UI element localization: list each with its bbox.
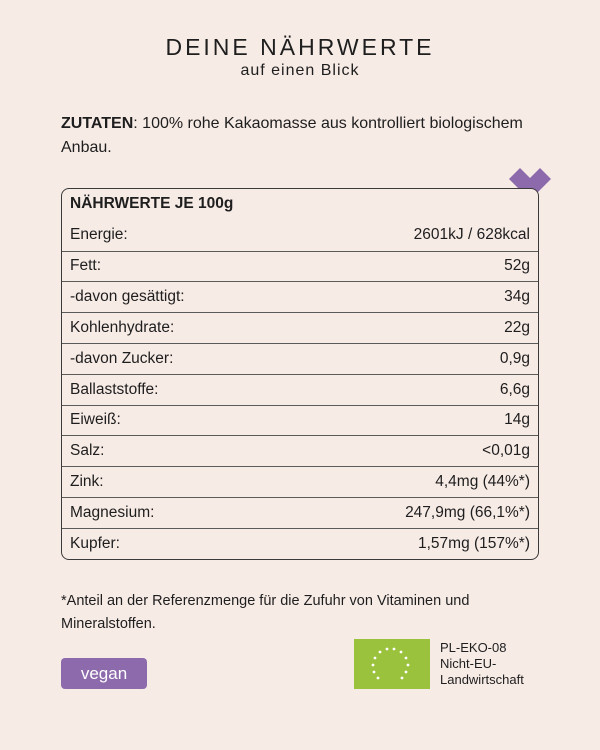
table-row: Eiweiß: 14g bbox=[62, 404, 538, 436]
eu-organic-leaf-icon bbox=[354, 639, 430, 689]
vegan-badge: vegan bbox=[61, 658, 147, 689]
nutrient-value: 4,4mg (44%*) bbox=[435, 473, 530, 491]
nutrient-name: Zink: bbox=[70, 473, 104, 491]
table-row: -davon Zucker: 0,9g bbox=[62, 342, 538, 374]
table-row: Kohlenhydrate: 22g bbox=[62, 312, 538, 343]
organic-code: PL-EKO-08 bbox=[440, 640, 507, 655]
page-title: DEINE NÄHRWERTE bbox=[165, 34, 435, 60]
nutrient-name: Ballaststoffe: bbox=[70, 380, 159, 398]
nutrient-value: 34g bbox=[504, 288, 530, 306]
table-row: Magnesium: 247,9mg (66,1%*) bbox=[62, 496, 538, 528]
nutrient-value: 0,9g bbox=[499, 349, 530, 367]
nutrient-name: -davon gesättigt: bbox=[70, 288, 185, 306]
nutrient-name: Kupfer: bbox=[70, 534, 120, 552]
ingredients-text: ZUTATEN: 100% rohe Kakaomasse aus kontro… bbox=[61, 112, 531, 160]
nutrition-table-header: NÄHRWERTE JE 100g bbox=[62, 189, 538, 220]
heart-icon bbox=[506, 162, 554, 207]
nutrient-name: Salz: bbox=[70, 442, 105, 460]
nutrient-value: 52g bbox=[504, 257, 530, 275]
ingredients-label: ZUTATEN bbox=[61, 115, 134, 132]
table-row: -davon gesättigt: 34g bbox=[62, 281, 538, 312]
nutrient-value: <0,01g bbox=[482, 442, 530, 460]
nutrient-name: -davon Zucker: bbox=[70, 349, 174, 367]
nutrient-name: Kohlenhydrate: bbox=[70, 319, 175, 337]
nutrient-value: 6,6g bbox=[499, 380, 530, 398]
nutrition-heading: NÄHRWERTE JE 100g bbox=[70, 195, 234, 213]
nutrient-value: 14g bbox=[504, 411, 530, 429]
organic-origin-line1: Nicht-EU- bbox=[440, 656, 497, 671]
table-row: Energie: 2601kJ / 628kcal bbox=[62, 220, 538, 251]
nutrient-name: Fett: bbox=[70, 257, 102, 275]
table-row: Zink: 4,4mg (44%*) bbox=[62, 466, 538, 497]
nutrient-name: Magnesium: bbox=[70, 503, 155, 521]
nutrition-table: NÄHRWERTE JE 100g Energie: 2601kJ / 628kc… bbox=[61, 188, 539, 560]
page-subtitle: auf einen Blick bbox=[240, 62, 360, 79]
nutrient-value: 1,57mg (157%*) bbox=[417, 534, 530, 552]
nutrient-name: Energie: bbox=[70, 226, 128, 244]
nutrient-value: 2601kJ / 628kcal bbox=[413, 226, 530, 244]
table-row: Kupfer: 1,57mg (157%*) bbox=[62, 527, 538, 559]
nutrient-value: 247,9mg (66,1%*) bbox=[405, 503, 530, 521]
organic-origin-line2: Landwirtschaft bbox=[440, 672, 524, 687]
table-row: Fett: 52g bbox=[62, 250, 538, 282]
table-row: Ballaststoffe: 6,6g bbox=[62, 373, 538, 405]
ingredients-description: : 100% rohe Kakaomasse aus kontrolliert … bbox=[61, 115, 523, 156]
organic-certification: PL-EKO-08 Nicht-EU- Landwirtschaft bbox=[440, 640, 524, 688]
nutrient-value: 22g bbox=[504, 319, 530, 337]
table-row: Salz: <0,01g bbox=[62, 435, 538, 466]
footnote: *Anteil an der Referenzmenge für die Zuf… bbox=[61, 593, 470, 632]
nutrient-name: Eiweiß: bbox=[70, 411, 121, 429]
